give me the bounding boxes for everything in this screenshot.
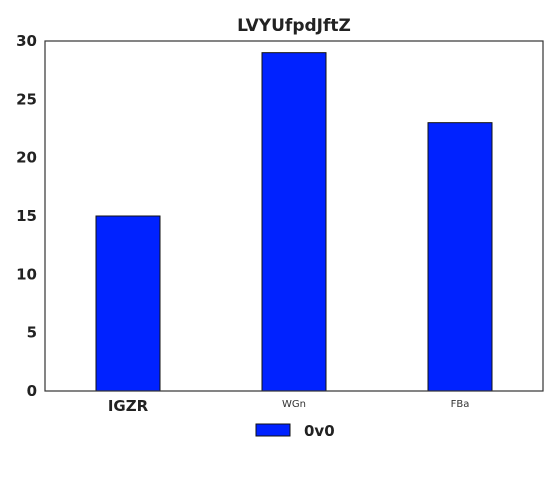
y-tick-label-20: 20 (16, 149, 37, 167)
plot-area (44, 40, 544, 392)
y-tick-label-15: 15 (16, 207, 37, 225)
y-tick-label-10: 10 (16, 265, 37, 283)
x-tick-label-IGZR: IGZR (108, 397, 149, 415)
y-tick-label-25: 25 (16, 90, 37, 108)
y-axis: 0 5 10 15 20 25 30 (16, 32, 37, 400)
bar-WGn (261, 52, 327, 392)
y-tick-label-5: 5 (27, 324, 37, 342)
y-tick-label-30: 30 (16, 32, 37, 50)
legend-label-0v0: 0v0 (304, 422, 335, 440)
x-tick-label-WGn: WGn (282, 399, 306, 410)
legend: 0v0 (255, 422, 335, 440)
x-axis: IGZR WGn FBa (108, 397, 470, 415)
chart-title: LVYUfpdJftZ (237, 16, 351, 36)
plot-frame (44, 40, 544, 392)
x-tick-label-FBa: FBa (451, 399, 470, 410)
legend-swatch-0v0 (255, 423, 291, 437)
bar-IGZR (95, 215, 161, 392)
y-tick-label-0: 0 (27, 382, 37, 400)
bar-FBa (427, 122, 493, 392)
